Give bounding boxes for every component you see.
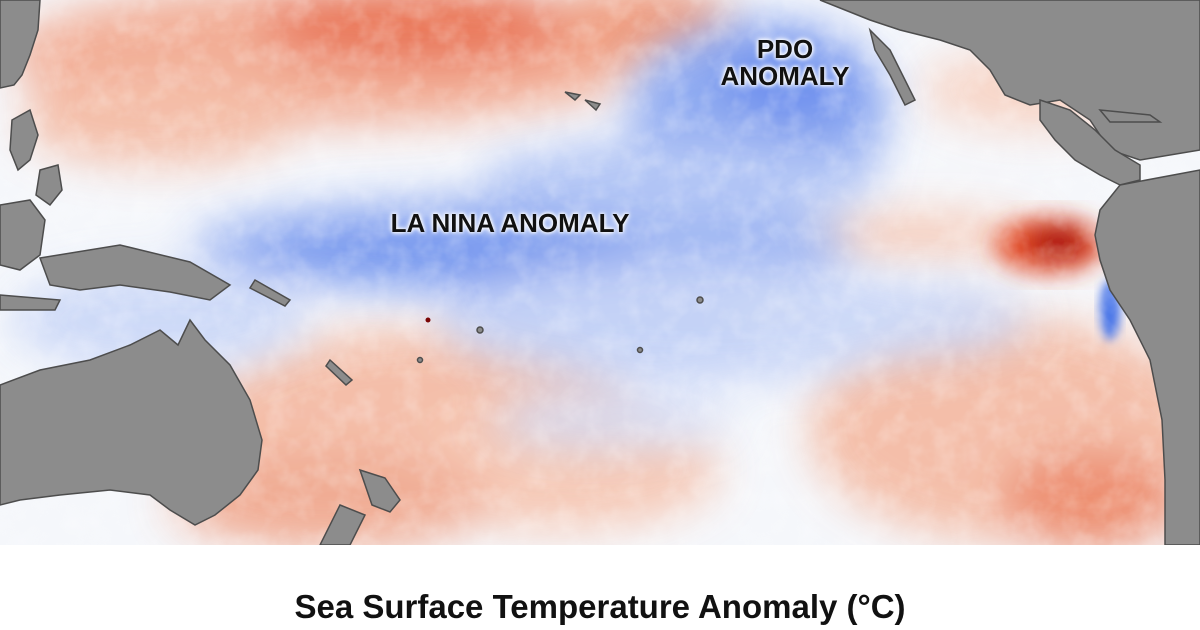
land-masses [0, 0, 1200, 545]
sst-map-canvas [0, 0, 1200, 545]
hawaii-islands [564, 91, 602, 112]
pacific-islet [636, 346, 644, 354]
new-guinea-island [38, 244, 232, 301]
asia-landmass [0, 0, 41, 89]
new-zealand-north [358, 468, 401, 513]
pacific-islet [416, 356, 424, 364]
baja-california [868, 27, 917, 107]
sst-anomaly-map: PDO ANOMALY LA NINA ANOMALY [0, 0, 1200, 545]
philippines-island [9, 108, 39, 172]
anomaly-dot [425, 317, 431, 323]
caribbean-islands [1098, 109, 1163, 123]
la-nina-anomaly-label: LA NINA ANOMALY [390, 208, 630, 238]
south-america-landmass [1094, 169, 1200, 545]
borneo-island [0, 199, 46, 271]
pdo-label-line1: PDO [756, 34, 814, 64]
australia-landmass [0, 318, 263, 526]
philippines-island [35, 164, 63, 207]
pacific-islet [476, 326, 484, 334]
solomon-islands [248, 278, 292, 307]
north-america-landmass [819, 0, 1200, 161]
indonesia-islands [0, 294, 62, 311]
map-caption: Sea Surface Temperature Anomaly (°C) [294, 588, 906, 625]
pdo-anomaly-label: PDO ANOMALY [690, 34, 880, 92]
pacific-islet [696, 296, 704, 304]
new-zealand-south [319, 504, 367, 545]
pdo-label-line2: ANOMALY [720, 61, 850, 92]
new-caledonia-island [325, 358, 354, 387]
